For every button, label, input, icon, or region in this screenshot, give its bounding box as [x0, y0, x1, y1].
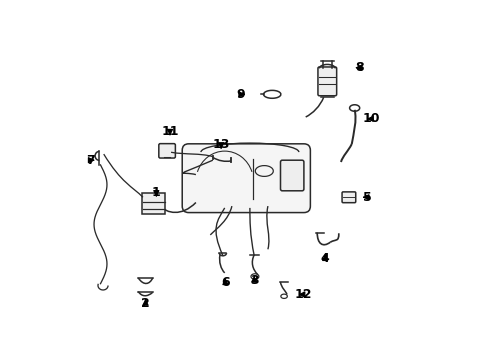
- Text: 5: 5: [362, 191, 370, 204]
- Text: 10: 10: [362, 112, 379, 125]
- FancyBboxPatch shape: [280, 160, 303, 191]
- FancyBboxPatch shape: [159, 144, 175, 158]
- Text: 8: 8: [355, 61, 363, 74]
- Text: 6: 6: [221, 276, 229, 289]
- Text: 12: 12: [293, 288, 311, 301]
- Text: 1: 1: [152, 186, 161, 199]
- FancyBboxPatch shape: [342, 192, 355, 203]
- Text: 7: 7: [86, 154, 95, 167]
- FancyBboxPatch shape: [142, 193, 165, 214]
- FancyBboxPatch shape: [182, 144, 310, 212]
- Text: 9: 9: [236, 88, 244, 101]
- FancyBboxPatch shape: [317, 67, 336, 96]
- Text: 4: 4: [320, 252, 329, 265]
- Text: 13: 13: [212, 138, 229, 151]
- Text: 11: 11: [161, 125, 179, 138]
- Text: 2: 2: [141, 297, 149, 310]
- Text: 3: 3: [249, 274, 258, 287]
